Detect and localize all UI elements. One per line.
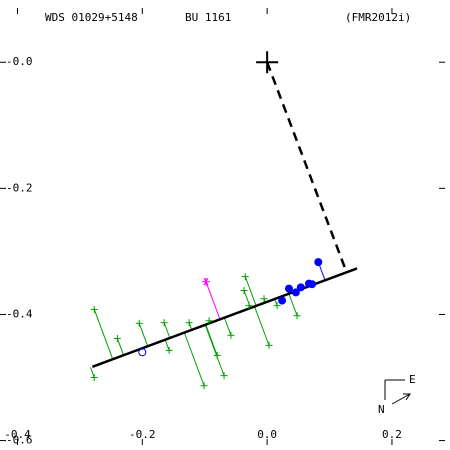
residual	[164, 339, 170, 351]
plus-marker	[240, 287, 248, 295]
x-tick-label: 0.0	[257, 428, 277, 441]
residual	[93, 309, 114, 360]
plus-marker	[265, 341, 273, 349]
dot-marker	[291, 288, 300, 297]
compass-east: E	[409, 373, 416, 386]
chart-subtitle: BU 1161	[185, 11, 231, 24]
y-tick-label: -0.4	[6, 307, 33, 320]
x-tick-label: -0.2	[129, 428, 156, 441]
x-tick-label: -0.4	[4, 428, 31, 441]
residual	[183, 332, 205, 386]
plus-marker	[90, 374, 98, 382]
dot-marker	[308, 280, 317, 289]
plus-marker	[227, 331, 235, 339]
residual	[138, 323, 149, 347]
dot-marker	[296, 283, 305, 292]
reference: (FMR2012i)	[345, 11, 411, 24]
plus-marker	[165, 346, 173, 354]
plus-marker	[200, 382, 208, 390]
plus-marker	[241, 273, 249, 281]
residual	[223, 317, 232, 336]
plus-marker	[90, 305, 98, 313]
dashed-line	[265, 61, 347, 269]
plus-marker	[160, 319, 168, 327]
plus-marker	[205, 317, 213, 325]
plus-marker	[293, 312, 301, 320]
plus-marker	[213, 351, 221, 359]
residual	[163, 322, 171, 339]
plus-marker	[113, 334, 121, 342]
dot-marker	[284, 284, 293, 293]
plus-marker	[256, 51, 279, 74]
residual	[204, 324, 225, 376]
dot-marker	[278, 296, 287, 305]
y-tick-label: -0.0	[6, 55, 33, 68]
plus-marker	[135, 319, 143, 327]
residual	[90, 367, 95, 378]
residual	[116, 338, 125, 356]
plus-marker	[245, 302, 253, 310]
compass: E N	[378, 373, 416, 416]
chart-title: WDS 01029+5148	[45, 11, 138, 24]
compass-arrow-head	[403, 393, 411, 401]
y-tick-label: -0.2	[6, 181, 33, 194]
plus-marker	[185, 319, 193, 327]
residual	[205, 324, 218, 356]
residual	[288, 293, 298, 316]
plus-marker	[273, 302, 281, 310]
y-tick-label: -0.6	[6, 434, 33, 447]
residual	[205, 281, 221, 320]
dot-marker	[314, 258, 323, 267]
plus-marker	[260, 295, 268, 303]
compass-north: N	[378, 403, 385, 416]
x-tick-label: 0.2	[382, 428, 402, 441]
line-of-nodes	[91, 267, 358, 368]
star-marker	[201, 277, 210, 286]
open-circle	[138, 348, 147, 357]
residual	[244, 276, 257, 307]
residual	[254, 306, 270, 346]
compass-arrow	[391, 393, 411, 405]
plus-marker	[220, 372, 228, 380]
